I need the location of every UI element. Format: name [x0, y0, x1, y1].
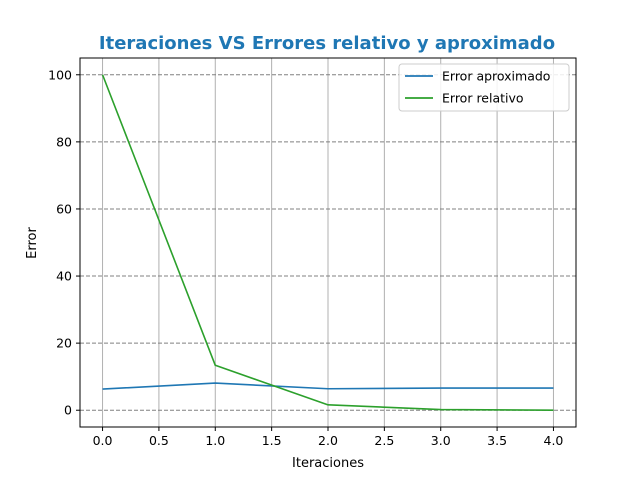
x-tick-label-4: 2.0	[318, 433, 338, 448]
x-tick-label-0: 0.0	[93, 433, 113, 448]
series-line-1	[101, 74, 554, 412]
legend-label-1: Error relativo	[442, 91, 524, 106]
series-line-0	[102, 382, 554, 390]
x-axis: 0.0 0.5 1.0 1.5 2.0 2.5 3.0 3.5 4.0	[93, 427, 564, 448]
y-axis: 0 20 40 60 80 100	[48, 67, 80, 418]
y-tick-label-0: 0	[64, 403, 72, 418]
x-tick-label-1: 0.5	[149, 433, 169, 448]
legend-label-0: Error aproximado	[442, 69, 550, 84]
x-axis-label: Iteraciones	[292, 456, 364, 471]
y-tick-label-1: 20	[56, 336, 72, 351]
legend: Error aproximado Error relativo	[398, 63, 570, 112]
y-tick-label-4: 80	[56, 134, 72, 149]
x-tick-label-2: 1.0	[205, 433, 225, 448]
series-layer	[101, 74, 554, 412]
x-tick-label-7: 3.5	[487, 433, 507, 448]
y-tick-label-5: 100	[48, 67, 72, 82]
x-tick-label-8: 4.0	[544, 433, 564, 448]
y-axis-label: Error	[25, 227, 40, 259]
x-tick-label-6: 3.0	[431, 433, 451, 448]
chart-title: Iteraciones VS Errores relativo y aproxi…	[99, 33, 555, 54]
x-tick-label-3: 1.5	[262, 433, 282, 448]
y-tick-label-2: 40	[56, 269, 72, 284]
legend-box	[398, 63, 570, 112]
y-tick-label-3: 60	[56, 201, 72, 216]
grid	[80, 58, 576, 427]
x-tick-label-5: 2.5	[374, 433, 394, 448]
